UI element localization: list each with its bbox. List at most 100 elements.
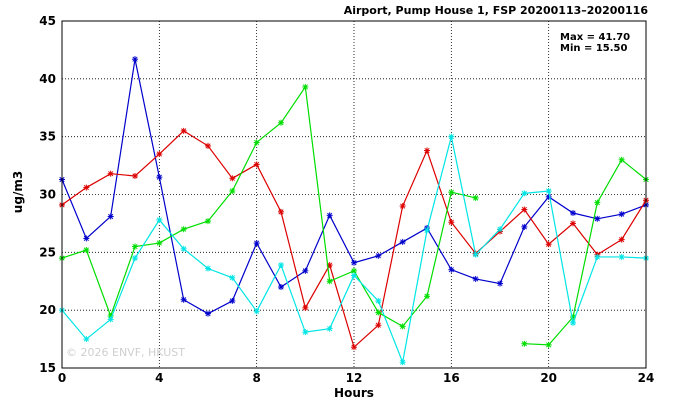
x-tick-label: 24	[638, 371, 655, 385]
data-point	[545, 241, 552, 248]
data-point	[472, 251, 479, 258]
data-point	[253, 240, 260, 247]
data-point	[326, 325, 333, 332]
y-tick-label: 40	[39, 72, 56, 86]
data-point	[351, 272, 357, 279]
data-point	[180, 296, 187, 303]
data-point	[83, 235, 90, 242]
data-point	[278, 119, 284, 126]
x-axis-label: Hours	[334, 386, 374, 400]
data-point	[375, 297, 382, 304]
x-tick-label: 12	[346, 371, 363, 385]
data-point	[497, 280, 503, 287]
plot-frame	[61, 20, 647, 369]
data-point	[521, 190, 528, 197]
y-axis-label: ug/m3	[11, 171, 25, 213]
y-tick-label: 30	[39, 188, 56, 202]
data-point	[545, 193, 552, 200]
min-label: Min = 15.50	[560, 43, 628, 54]
grid	[62, 21, 646, 368]
data-point	[132, 172, 138, 179]
data-point	[375, 309, 382, 316]
data-point	[424, 227, 430, 234]
data-point	[399, 203, 406, 210]
data-point	[205, 218, 211, 225]
data-point	[399, 323, 406, 330]
axis-ticks: 0 4 8 12 16 20 24 15 20 25 30 35 40 45	[39, 14, 654, 385]
data-point	[180, 245, 187, 252]
data-point	[302, 267, 309, 274]
data-point	[497, 226, 503, 233]
y-tick-label: 45	[39, 14, 56, 28]
y-tick-label: 25	[39, 245, 56, 259]
data-point	[107, 316, 114, 323]
data-point	[180, 127, 187, 134]
data-point	[351, 259, 357, 266]
x-tick-label: 4	[155, 371, 163, 385]
data-point	[570, 220, 576, 227]
series-line	[61, 85, 476, 328]
data-point	[448, 189, 455, 196]
data-point	[375, 252, 382, 259]
data-point	[278, 208, 284, 215]
data-point	[618, 211, 625, 218]
data-point	[107, 170, 114, 177]
series-line	[524, 158, 647, 346]
data-point	[448, 219, 455, 226]
data-point	[83, 247, 90, 254]
data-point	[253, 308, 260, 315]
data-point	[570, 210, 576, 217]
data-point	[229, 188, 236, 195]
data-point	[594, 253, 601, 260]
x-tick-label: 20	[540, 371, 557, 385]
data-point	[229, 297, 236, 304]
data-point	[594, 215, 601, 222]
data-point	[472, 275, 479, 282]
data-point	[132, 255, 138, 262]
data-point	[156, 174, 163, 181]
watermark: © 2026 ENVF, HKUST	[66, 346, 185, 359]
data-point	[545, 188, 552, 195]
data-point	[302, 304, 309, 311]
x-tick-label: 16	[443, 371, 460, 385]
data-point	[424, 147, 430, 154]
data-point	[448, 266, 455, 273]
data-point	[326, 278, 333, 285]
data-point	[205, 265, 211, 272]
data-point	[205, 310, 211, 317]
data-point	[326, 212, 333, 219]
y-tick-label: 20	[39, 303, 56, 317]
data-point	[618, 236, 625, 243]
data-point	[521, 206, 528, 213]
data-point	[156, 151, 163, 158]
data-point	[229, 175, 236, 182]
series-3	[59, 83, 649, 348]
series-4	[59, 133, 649, 366]
data-point	[618, 253, 625, 260]
data-point	[107, 213, 114, 220]
data-point	[253, 139, 260, 146]
y-tick-label: 35	[39, 130, 56, 144]
data-point	[424, 293, 430, 300]
data-point	[618, 156, 625, 163]
data-point	[156, 216, 163, 223]
data-point	[594, 199, 601, 206]
data-point	[570, 319, 576, 326]
y-tick-label: 15	[39, 361, 56, 375]
data-point	[521, 223, 528, 230]
data-point	[302, 329, 309, 336]
data-point	[375, 322, 382, 329]
data-point	[351, 344, 357, 351]
data-point	[302, 83, 309, 90]
data-point	[448, 133, 455, 140]
data-point	[278, 284, 284, 291]
series-group	[59, 56, 649, 366]
chart-title: Airport, Pump House 1, FSP 20200113–2020…	[344, 4, 649, 17]
series-line	[61, 130, 647, 349]
data-point	[156, 240, 163, 247]
data-point	[545, 341, 552, 348]
data-point	[83, 336, 90, 343]
data-point	[278, 262, 284, 269]
max-label: Max = 41.70	[560, 32, 630, 43]
data-point	[253, 161, 260, 168]
